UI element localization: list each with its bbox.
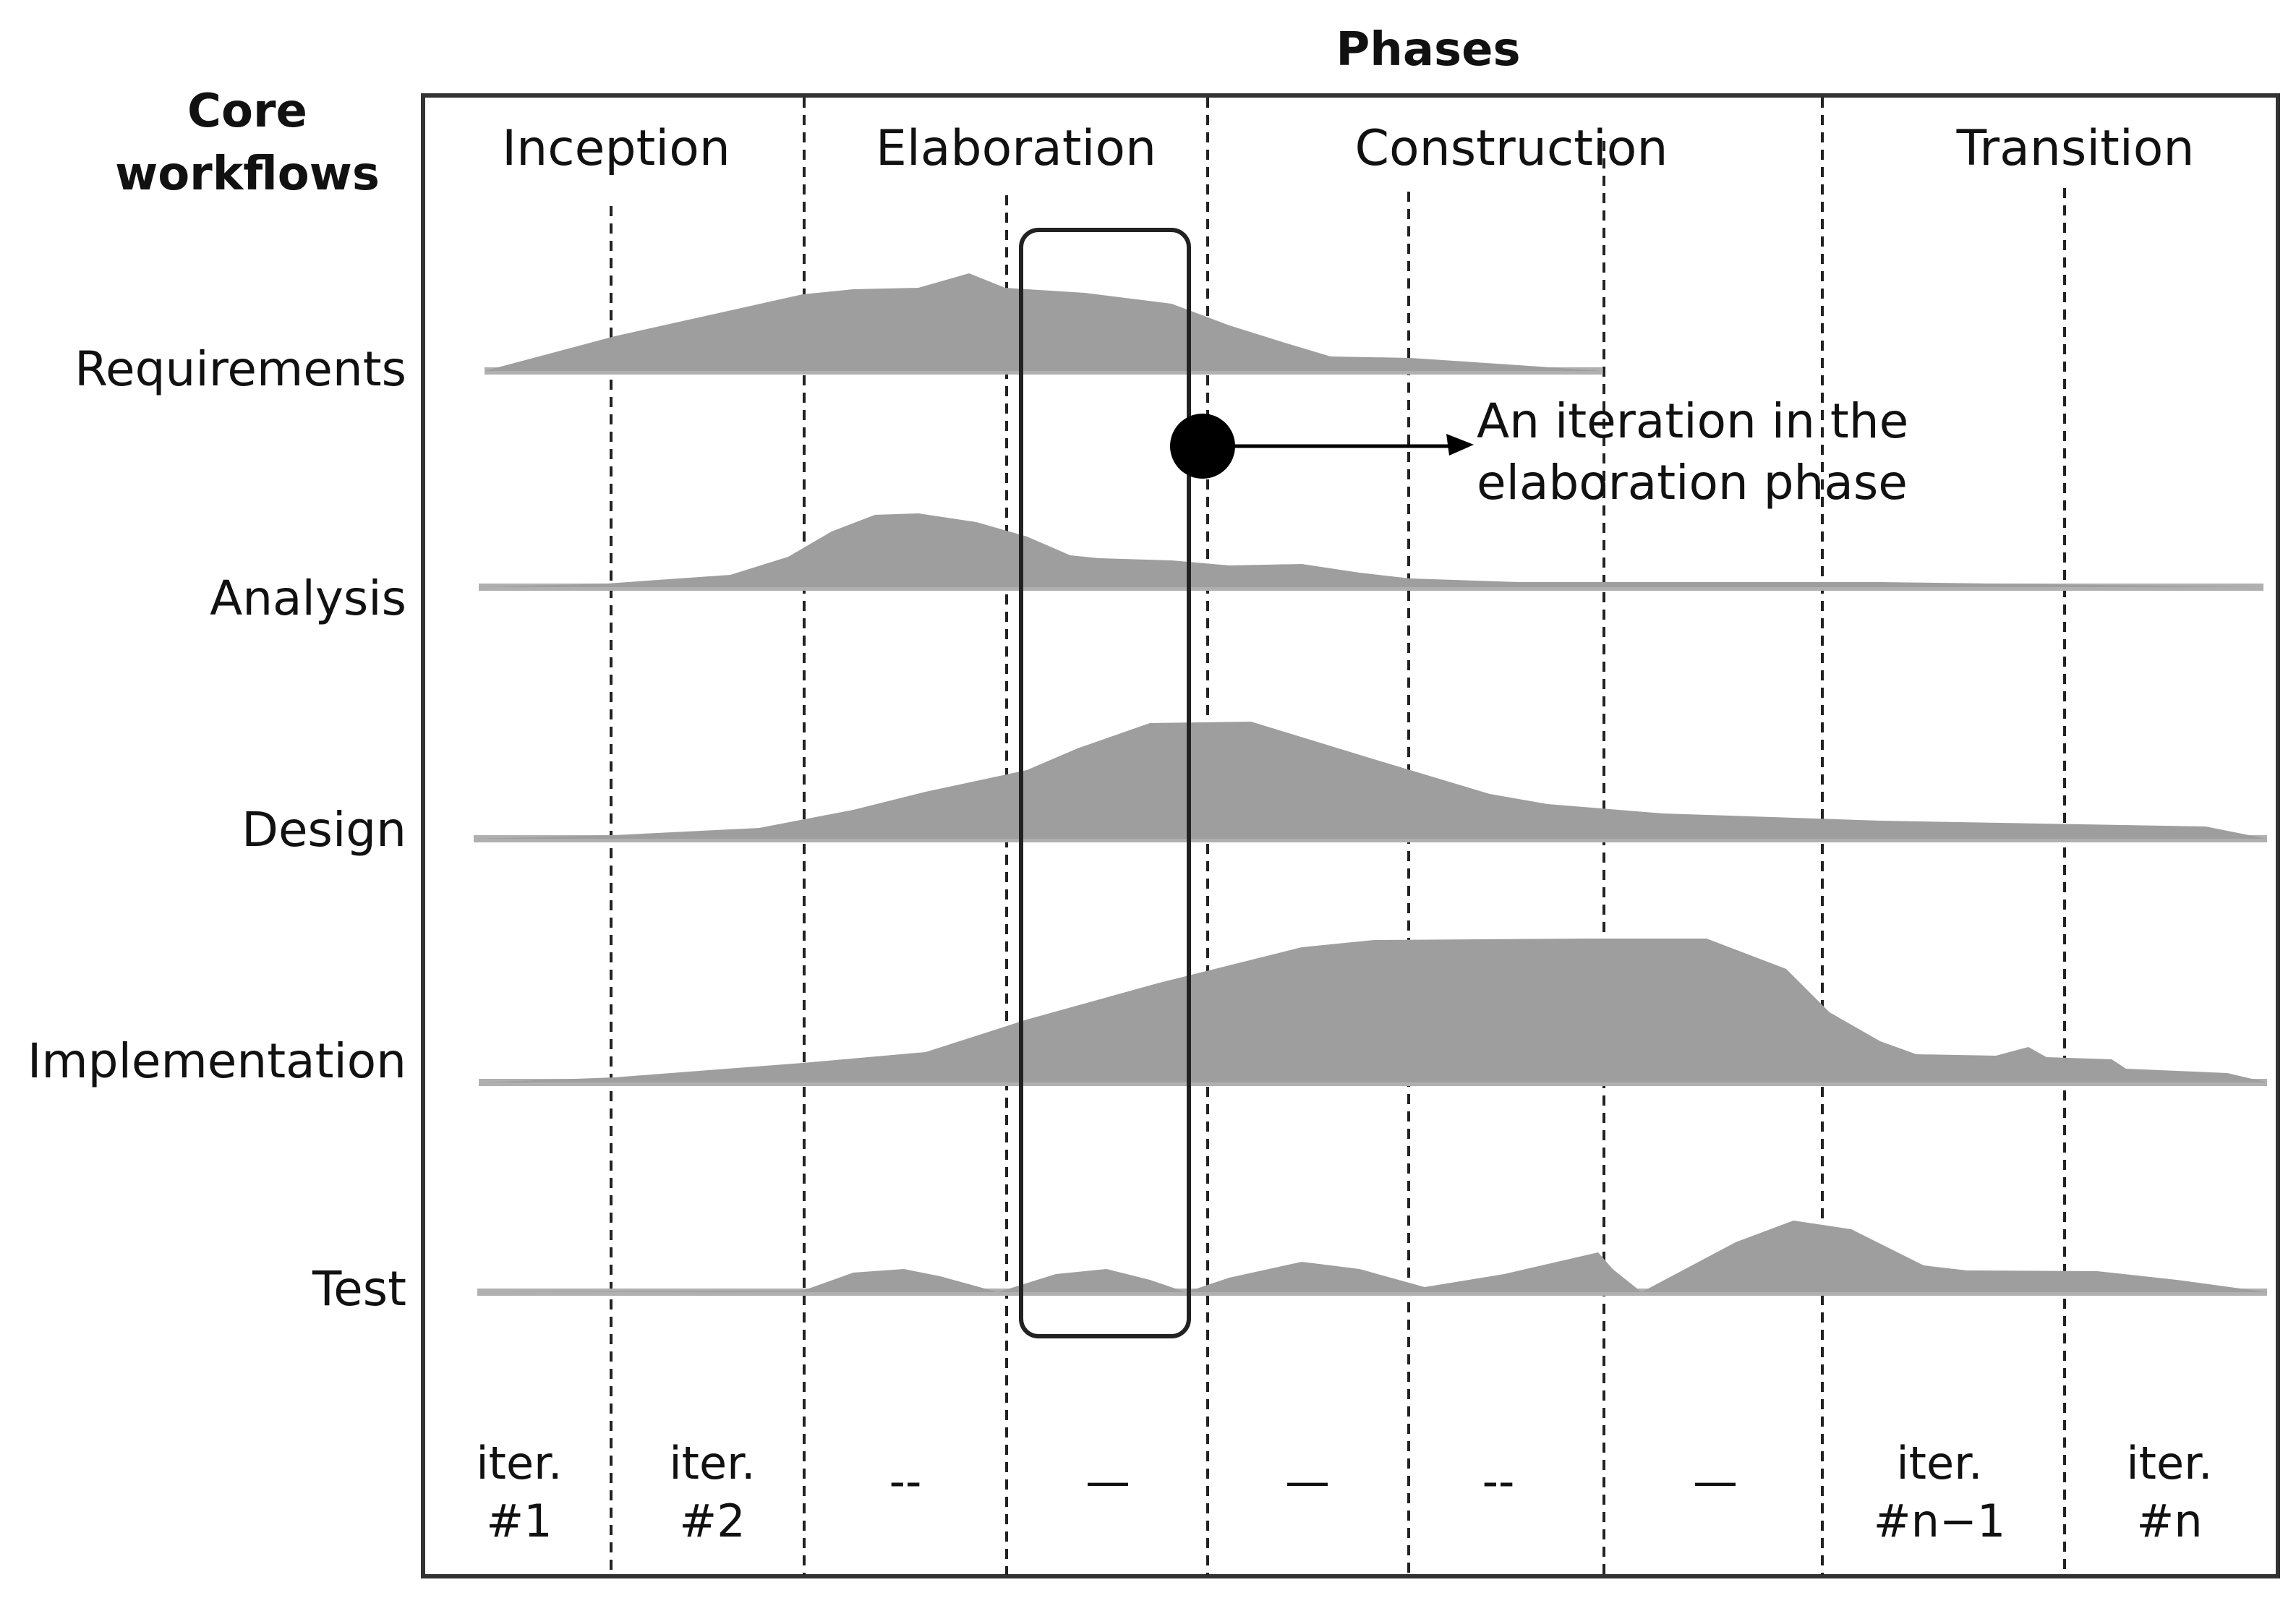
iteration-label: -- — [1482, 1455, 1515, 1508]
iteration-label: — — [1693, 1455, 1738, 1508]
iteration-label: -- — [889, 1455, 922, 1508]
iteration-label: #n−1 — [1874, 1495, 2006, 1547]
iteration-label: iter. — [2126, 1437, 2212, 1490]
iteration-label: #2 — [679, 1495, 745, 1547]
workflow-label-analysis: Analysis — [210, 571, 406, 626]
core-workflows-title-line1: Core — [187, 85, 307, 138]
iteration-label: iter. — [476, 1437, 562, 1490]
phase-label-construction: Construction — [1355, 120, 1668, 177]
implementation-effort-area — [479, 939, 2267, 1082]
workflow-label-requirements: Requirements — [74, 341, 406, 397]
annotation-arrow-head — [1446, 434, 1474, 456]
annotation-text-line2: elaboration phase — [1477, 455, 1908, 510]
core-workflows-title-line2: workflows — [115, 148, 380, 201]
phase-label-inception: Inception — [502, 120, 730, 177]
iteration-highlight-box — [1019, 228, 1191, 1338]
iteration-label: #1 — [486, 1495, 552, 1547]
requirements-effort-area — [485, 273, 1602, 371]
diagram-frame — [421, 93, 2280, 1578]
iteration-label: iter. — [1896, 1437, 1982, 1490]
iteration-label: iter. — [669, 1437, 755, 1490]
analysis-effort-area — [479, 513, 2263, 587]
phase-label-transition: Transition — [1956, 120, 2195, 177]
test-effort-area — [477, 1221, 2267, 1292]
design-effort-area — [474, 722, 2267, 839]
phase-label-elaboration: Elaboration — [876, 120, 1156, 177]
iteration-label: #n — [2136, 1495, 2202, 1547]
workflow-label-test: Test — [312, 1261, 406, 1317]
workflow-label-implementation: Implementation — [27, 1033, 406, 1089]
iteration-label: — — [1085, 1455, 1130, 1508]
phases-title: Phases — [1336, 23, 1520, 77]
workflow-label-design: Design — [242, 802, 406, 858]
iteration-label: — — [1285, 1455, 1330, 1508]
annotation-text-line1: An iteration in the — [1477, 393, 1908, 449]
